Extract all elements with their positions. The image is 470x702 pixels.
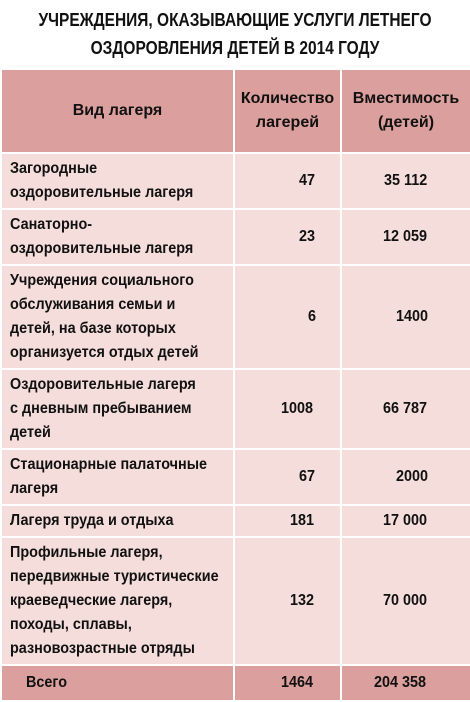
camp-type-cell: Профильные лагеря, передвижные туристичес… [0,536,235,666]
camp-type-line: Загородные [10,160,98,177]
capacity-cell: 70 000 [340,536,470,666]
page-title: УЧРЕЖДЕНИЯ, ОКАЗЫВАЮЩИЕ УСЛУГИ ЛЕТНЕГО О… [33,0,437,68]
camp-type-line: оздоровительные лагеря [10,184,194,201]
camp-type-cell: Стационарные палаточные лагеря [0,448,235,506]
table-row: Стационарные палаточные лагеря 67 2000 [0,448,470,506]
table-row: Учреждения социального обслуживания семьи… [0,264,470,370]
total-capacity: 204 358 [340,664,470,702]
camp-count-cell: 132 [233,536,342,666]
header-capacity: Вместимость (детей) [340,68,470,154]
camp-count-cell: 47 [233,152,342,210]
camp-type-line: детей, на базе которых [10,320,176,337]
camp-type-line: Санаторно- [10,216,93,233]
table-row: Загородные оздоровительные лагеря 47 35 112 [0,152,470,210]
camp-type-line: Оздоровительные лагеря [10,376,196,393]
total-count: 1464 [233,664,342,702]
camp-type-line: с дневным пребыванием [10,400,192,417]
title-line-2: ОЗДОРОВЛЕНИЯ ДЕТЕЙ В 2014 ГОДУ [90,38,380,58]
camp-type-line: передвижные туристические [10,568,219,585]
camp-type-line: оздоровительные лагеря [10,240,194,257]
camp-type-line: Стационарные палаточные [10,456,208,473]
total-label: Всего [0,664,235,702]
table-body: Загородные оздоровительные лагеря 47 35 112… [0,152,470,702]
capacity-cell: 66 787 [340,368,470,450]
camp-type-line: организуется отдых детей [10,344,199,361]
camp-type-cell: Лагеря труда и отдыха [0,504,235,538]
camp-count-cell: 181 [233,504,342,538]
camp-type-line: детей [10,424,51,441]
camp-type-line: лагеря [10,480,59,497]
camp-type-line: Лагеря труда и отдыха [10,512,174,529]
camp-type-cell: Загородные оздоровительные лагеря [0,152,235,210]
capacity-cell: 1400 [340,264,470,370]
camp-type-cell: Учреждения социального обслуживания семьи… [0,264,235,370]
camp-type-cell: Оздоровительные лагеря с дневным пребыван… [0,368,235,450]
header-camp-count: Количество лагерей [233,68,342,154]
camp-count-cell: 23 [233,208,342,266]
capacity-cell: 12 059 [340,208,470,266]
camps-table: Вид лагеря Количество лагерей Вместимость… [0,68,470,702]
table-row: Санаторно-оздоровительные лагеря 23 12 059 [0,208,470,266]
camp-count-cell: 67 [233,448,342,506]
camp-type-line: Учреждения социального [10,272,194,289]
capacity-cell: 17 000 [340,504,470,538]
table-header-row: Вид лагеря Количество лагерей Вместимость… [0,68,470,154]
camp-type-line: разновозрастные отряды [10,640,195,657]
camp-type-line: походы, сплавы, [10,616,132,633]
capacity-cell: 35 112 [340,152,470,210]
camp-type-cell: Санаторно-оздоровительные лагеря [0,208,235,266]
camp-type-line: обслуживания семьи и [10,296,176,313]
camp-type-line: Профильные лагеря, [10,544,163,561]
camp-type-line: краеведческие лагеря, [10,592,173,609]
table-total-row: Всего 1464 204 358 [0,664,470,702]
title-line-1: УЧРЕЖДЕНИЯ, ОКАЗЫВАЮЩИЕ УСЛУГИ ЛЕТНЕГО [38,10,432,30]
header-camp-type: Вид лагеря [0,68,235,154]
table-row: Лагеря труда и отдыха 181 17 000 [0,504,470,538]
table-row: Оздоровительные лагеря с дневным пребыван… [0,368,470,450]
camp-count-cell: 1008 [233,368,342,450]
capacity-cell: 2000 [340,448,470,506]
camp-count-cell: 6 [233,264,342,370]
table-row: Профильные лагеря, передвижные туристичес… [0,536,470,666]
